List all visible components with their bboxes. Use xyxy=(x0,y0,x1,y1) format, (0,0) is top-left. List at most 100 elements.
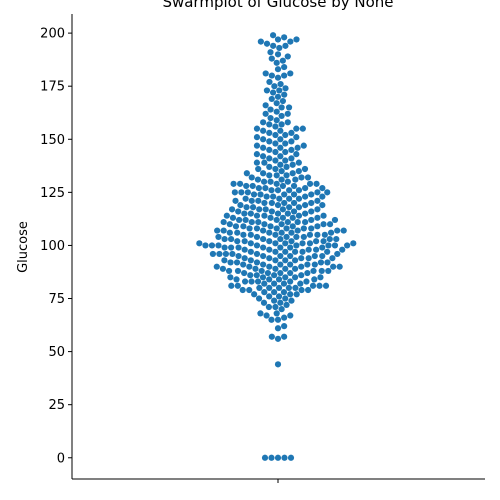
data-point xyxy=(294,227,301,234)
data-point xyxy=(253,212,261,219)
data-point xyxy=(260,119,267,126)
data-point xyxy=(275,293,283,300)
data-point xyxy=(314,223,321,230)
data-point xyxy=(279,206,287,213)
data-point xyxy=(285,104,293,111)
data-point xyxy=(308,216,315,224)
data-point xyxy=(260,178,268,185)
data-point xyxy=(306,231,314,238)
data-point xyxy=(262,70,269,77)
data-point xyxy=(273,117,280,124)
data-point xyxy=(274,325,282,332)
data-point xyxy=(282,42,289,49)
data-point xyxy=(271,297,278,304)
data-point xyxy=(314,214,321,221)
data-point xyxy=(258,267,265,275)
data-point xyxy=(314,206,321,213)
data-point xyxy=(282,140,289,147)
data-point xyxy=(319,185,326,192)
data-point xyxy=(277,127,284,134)
data-point xyxy=(251,291,258,298)
y-tick-label: 25 xyxy=(48,398,65,413)
data-point xyxy=(280,280,288,287)
data-point xyxy=(280,289,288,296)
data-point xyxy=(266,246,273,253)
data-point xyxy=(282,265,289,272)
data-point xyxy=(311,276,318,283)
data-point xyxy=(336,263,343,270)
data-point xyxy=(267,223,274,230)
data-point xyxy=(295,168,302,175)
data-point xyxy=(276,195,283,202)
data-point xyxy=(282,248,289,255)
data-point xyxy=(308,208,315,215)
data-point xyxy=(274,66,282,73)
data-point xyxy=(272,165,279,173)
data-point xyxy=(228,244,235,251)
data-point xyxy=(266,129,273,137)
data-point xyxy=(272,257,279,264)
data-point xyxy=(221,244,228,251)
data-point xyxy=(266,229,273,236)
data-point xyxy=(237,201,244,209)
data-point xyxy=(262,185,269,192)
data-point xyxy=(334,227,341,234)
data-point xyxy=(284,210,291,217)
data-point xyxy=(266,238,273,245)
data-point xyxy=(331,216,339,224)
data-point xyxy=(334,250,341,258)
data-point xyxy=(261,212,268,219)
data-point xyxy=(235,208,242,215)
data-point xyxy=(208,242,216,249)
data-point xyxy=(321,231,328,238)
data-point xyxy=(277,244,284,251)
data-point xyxy=(304,286,312,294)
data-point xyxy=(269,32,277,39)
data-point xyxy=(257,310,264,317)
data-point xyxy=(228,235,235,243)
data-point xyxy=(214,227,221,234)
points-group xyxy=(196,32,357,461)
data-point xyxy=(297,280,304,287)
data-point xyxy=(274,210,282,217)
data-point xyxy=(196,240,203,247)
data-point xyxy=(274,51,282,58)
data-point xyxy=(291,257,299,264)
data-point xyxy=(329,255,336,262)
data-point xyxy=(278,176,285,183)
data-point xyxy=(221,257,228,264)
data-point xyxy=(253,125,261,132)
data-point xyxy=(272,240,279,247)
data-point xyxy=(241,269,248,277)
data-point xyxy=(344,242,351,249)
data-point xyxy=(282,85,289,92)
data-point xyxy=(270,42,277,49)
data-point xyxy=(266,172,273,179)
data-point xyxy=(289,170,296,177)
data-point xyxy=(319,193,326,200)
data-point xyxy=(268,316,275,323)
y-tick-label: 0 xyxy=(57,451,65,466)
data-point xyxy=(287,278,294,285)
data-point xyxy=(262,206,269,213)
data-point xyxy=(260,127,267,134)
data-point xyxy=(316,282,323,289)
data-point xyxy=(293,125,300,132)
data-point xyxy=(290,182,298,190)
data-point xyxy=(288,229,295,236)
data-point xyxy=(260,170,267,177)
data-point xyxy=(243,204,250,211)
data-point xyxy=(273,310,280,317)
y-tick-label: 75 xyxy=(48,292,65,307)
data-point xyxy=(265,303,273,311)
data-point xyxy=(278,168,285,175)
data-point xyxy=(253,159,261,166)
data-point xyxy=(283,163,290,170)
y-tick-label: 200 xyxy=(40,27,65,42)
data-point xyxy=(243,170,250,177)
data-point xyxy=(268,95,275,103)
data-point xyxy=(249,204,257,211)
data-point xyxy=(234,267,242,275)
data-point xyxy=(260,136,267,143)
data-point xyxy=(325,242,332,249)
